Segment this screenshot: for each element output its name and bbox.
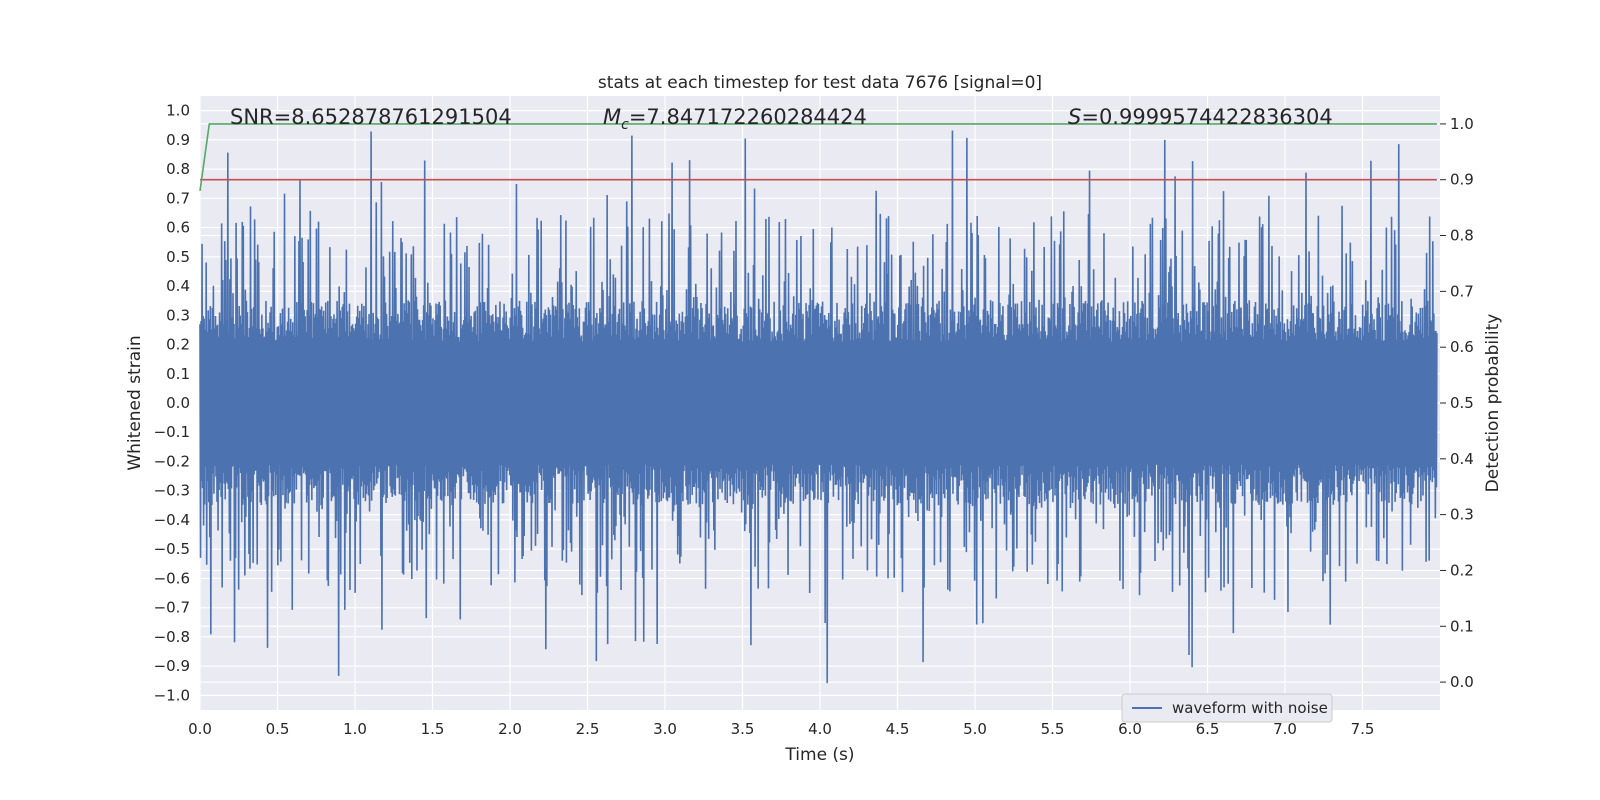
detection-probability-line — [199, 123, 1437, 192]
x-axis-ticks: 0.0 0.5 1.0 1.5 2.0 2.5 3.0 3.5 4.0 4.5 5.0 5.5 6.0 6… — [188, 720, 1374, 738]
y-axis-ticks: 1.0 0.9 0.8 0.7 0.6 0.5 0.4 0.3 0.2 0.1 0.0 −0.1 −0.… — [154, 102, 190, 705]
y-right-tick-label: 0.0 — [1450, 673, 1474, 691]
y-tick-label: −0.2 — [154, 452, 190, 470]
y-right-tick-label: 0.2 — [1450, 561, 1474, 579]
y-tick-label: −0.5 — [154, 540, 190, 558]
x-tick-label: 4.0 — [808, 720, 832, 738]
y-tick-label: 0.7 — [166, 189, 190, 207]
snr-annotation: SNR=8.652878761291504 — [230, 105, 512, 129]
x-tick-label: 7.0 — [1273, 720, 1297, 738]
y-tick-label: −1.0 — [154, 686, 190, 704]
chart-title: stats at each timestep for test data 767… — [598, 73, 1042, 93]
x-tick-label: 2.5 — [576, 720, 600, 738]
x-tick-label: 1.5 — [421, 720, 445, 738]
y-right-tick-label: 0.4 — [1450, 450, 1474, 468]
y-tick-label: 0.1 — [166, 365, 190, 383]
legend-entry-waveform: waveform with noise — [1172, 699, 1328, 717]
chirp-mass-annotation: Mc=7.847172260284424 — [603, 105, 867, 133]
waveform-series — [199, 130, 1438, 684]
y-tick-label: 0.2 — [166, 336, 190, 354]
y-axis-right-label: Detection probability — [1483, 314, 1503, 493]
x-tick-label: 4.5 — [886, 720, 910, 738]
legend-box — [1121, 693, 1333, 723]
x-tick-label: 5.0 — [963, 720, 987, 738]
y-right-tick-label: 0.6 — [1450, 338, 1474, 356]
x-tick-label: 3.0 — [653, 720, 677, 738]
chirp-mass-value: =7.847172260284424 — [629, 105, 867, 129]
y-tick-label: −0.3 — [154, 482, 190, 500]
y-tick-label: 0.6 — [166, 219, 190, 237]
y-tick-label: −0.7 — [154, 599, 190, 617]
stat-s-value: =0.9999574422836304 — [1081, 105, 1332, 129]
y-right-tick-label: 1.0 — [1450, 115, 1474, 133]
waveform-core-band — [200, 341, 1437, 465]
overlay-lines — [199, 123, 1437, 192]
y-right-tick-label: 0.3 — [1450, 506, 1474, 524]
stat-s-symbol: S — [1068, 105, 1081, 129]
y-right-tick-label: 0.8 — [1450, 227, 1474, 245]
y-right-tick-label: 0.9 — [1450, 171, 1474, 189]
y-tick-label: 1.0 — [166, 102, 190, 120]
x-tick-label: 7.5 — [1351, 720, 1375, 738]
y-tick-label: −0.9 — [154, 657, 190, 675]
y-tick-label: 0.5 — [166, 248, 190, 266]
y-tick-label: 0.9 — [166, 131, 190, 149]
y-tick-label: 0.0 — [166, 394, 190, 412]
y-axis-label: Whitened strain — [125, 335, 145, 470]
waveform-line — [199, 130, 1438, 684]
x-axis-label: Time (s) — [784, 745, 854, 765]
y-axis-right-ticks: 1.0 0.9 0.8 0.7 0.6 0.5 0.4 0.3 0.2 0.1 0.0 — [1440, 115, 1474, 691]
x-tick-label: 6.0 — [1118, 720, 1142, 738]
y-tick-label: −0.1 — [154, 423, 190, 441]
x-tick-label: 0.0 — [188, 720, 212, 738]
y-right-tick-label: 0.7 — [1450, 282, 1474, 300]
y-right-tick-label: 0.5 — [1450, 394, 1474, 412]
legend: waveform with noise — [1121, 693, 1333, 723]
x-tick-label: 2.0 — [498, 720, 522, 738]
x-tick-label: 6.5 — [1196, 720, 1220, 738]
x-tick-label: 5.5 — [1041, 720, 1065, 738]
x-tick-label: 1.0 — [343, 720, 367, 738]
stat-s-annotation: S=0.9999574422836304 — [1068, 105, 1333, 129]
y-right-tick-label: 0.1 — [1450, 617, 1474, 635]
x-tick-label: 3.5 — [731, 720, 755, 738]
y-tick-label: 0.4 — [166, 277, 190, 295]
chirp-mass-symbol: M — [603, 105, 621, 129]
chirp-mass-subscript: c — [621, 117, 629, 133]
y-tick-label: 0.3 — [166, 306, 190, 324]
y-tick-label: 0.8 — [166, 160, 190, 178]
x-tick-label: 0.5 — [266, 720, 290, 738]
y-tick-label: −0.8 — [154, 628, 190, 646]
y-tick-label: −0.4 — [154, 511, 190, 529]
y-tick-label: −0.6 — [154, 569, 190, 587]
